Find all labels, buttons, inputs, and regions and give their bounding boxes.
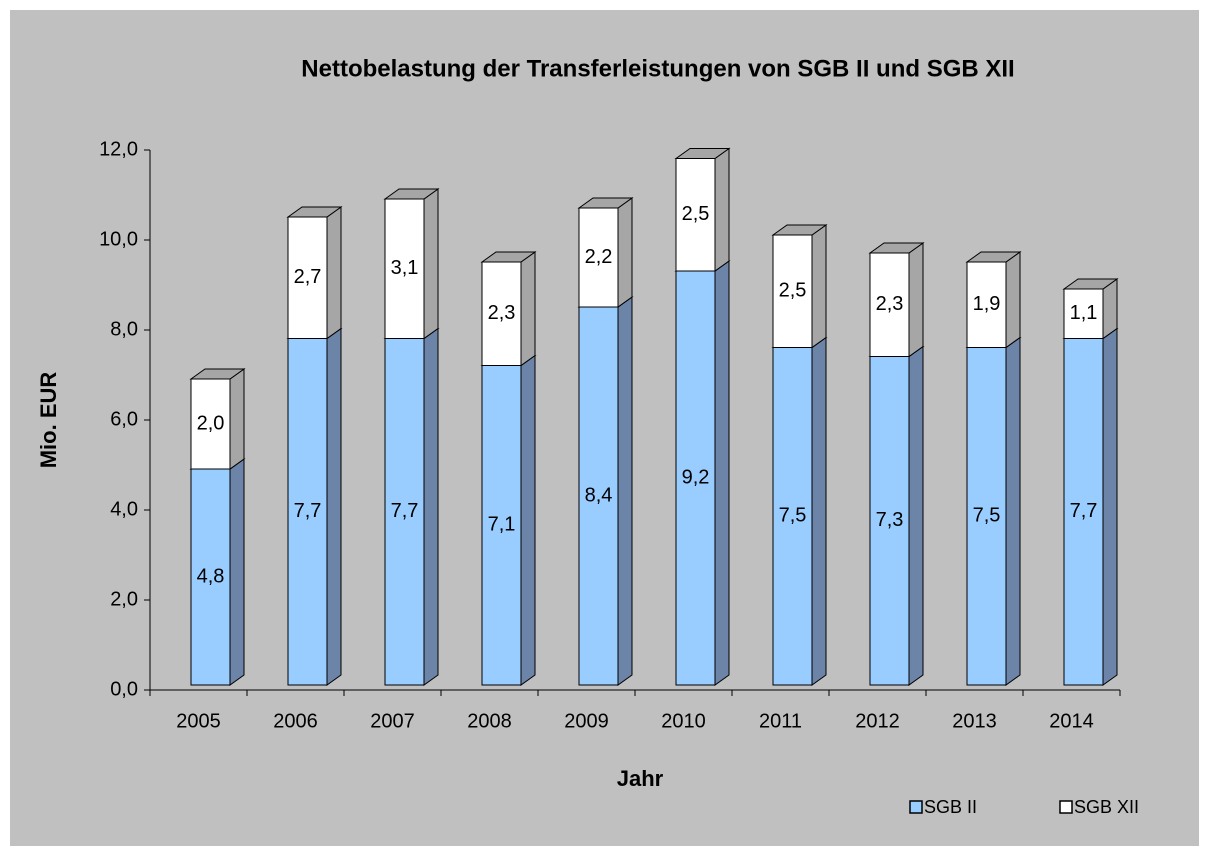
y-tick-label: 10,0 [99,228,138,250]
data-label: 2,0 [197,412,225,434]
bar [966,261,1007,348]
bar [869,252,910,357]
data-label: 7,3 [876,509,904,531]
bar-side [326,206,342,340]
bar-side [811,224,827,349]
y-tick-label: 4,0 [110,498,138,520]
data-label: 2,3 [488,302,516,324]
data-label: 1,1 [1070,302,1098,324]
bar-side [520,251,536,367]
bar [675,158,716,272]
bar [578,207,619,308]
bar [1063,338,1104,686]
bar-side [714,260,730,686]
x-tick-label: 2009 [564,710,609,732]
bar-side [520,354,536,686]
bar-side [326,327,342,686]
data-label: 3,1 [391,257,419,279]
bar-side [1102,327,1118,686]
y-tick-label: 2,0 [110,588,138,610]
data-label: 2,7 [294,266,322,288]
bar-side [908,345,924,686]
bar [772,234,813,348]
bar [1063,288,1104,339]
bar [384,198,425,339]
legend-label: SGB XII [1074,797,1139,817]
x-tick-label: 2008 [467,710,512,732]
data-label: 7,1 [488,514,516,536]
x-tick-label: 2006 [273,710,318,732]
bar-side [714,147,730,272]
bar [966,347,1007,686]
bar [190,468,231,686]
data-label: 7,7 [391,500,419,522]
x-tick-label: 2012 [855,710,900,732]
y-tick-label: 12,0 [99,138,138,160]
bar [869,356,910,686]
bar [578,306,619,686]
legend-swatch [909,800,923,814]
x-tick-label: 2007 [370,710,415,732]
data-label: 1,9 [973,293,1001,315]
data-label: 8,4 [585,484,613,506]
bar-side [423,327,439,686]
x-tick-label: 2010 [661,710,706,732]
data-label: 2,2 [585,246,613,268]
x-tick-label: 2013 [952,710,997,732]
bar-side [229,368,245,470]
bar [190,378,231,470]
x-tick-label: 2014 [1049,710,1094,732]
data-label: 7,5 [973,505,1001,527]
x-axis-title: Jahr [617,766,664,791]
bar [481,261,522,366]
chart-title: Nettobelastung der Transferleistungen vo… [301,55,1014,82]
bar [481,365,522,686]
data-label: 9,2 [682,466,710,488]
legend-label: SGB II [924,797,977,817]
y-tick-label: 6,0 [110,408,138,430]
bar [287,338,328,686]
x-tick-label: 2005 [176,710,221,732]
bar-side [1005,251,1021,349]
x-tick-label: 2011 [759,710,802,732]
y-tick-label: 0,0 [110,678,138,700]
bar [384,338,425,686]
data-label: 7,7 [1070,500,1098,522]
bar [287,216,328,339]
bar-side [423,188,439,340]
bar-side [617,296,633,686]
data-label: 2,3 [876,293,904,315]
bar-side [811,336,827,686]
bar-side [617,197,633,308]
data-label: 7,5 [779,505,807,527]
bar [675,270,716,686]
legend-swatch [1059,800,1073,814]
bar-side [229,458,245,686]
data-label: 2,5 [682,203,710,225]
data-label: 7,7 [294,500,322,522]
bar-side [908,242,924,358]
y-tick-label: 8,0 [110,318,138,340]
data-label: 4,8 [197,565,225,587]
bar-side [1005,336,1021,686]
y-axis-title: Mio. EUR [36,372,61,469]
data-label: 2,5 [779,280,807,302]
